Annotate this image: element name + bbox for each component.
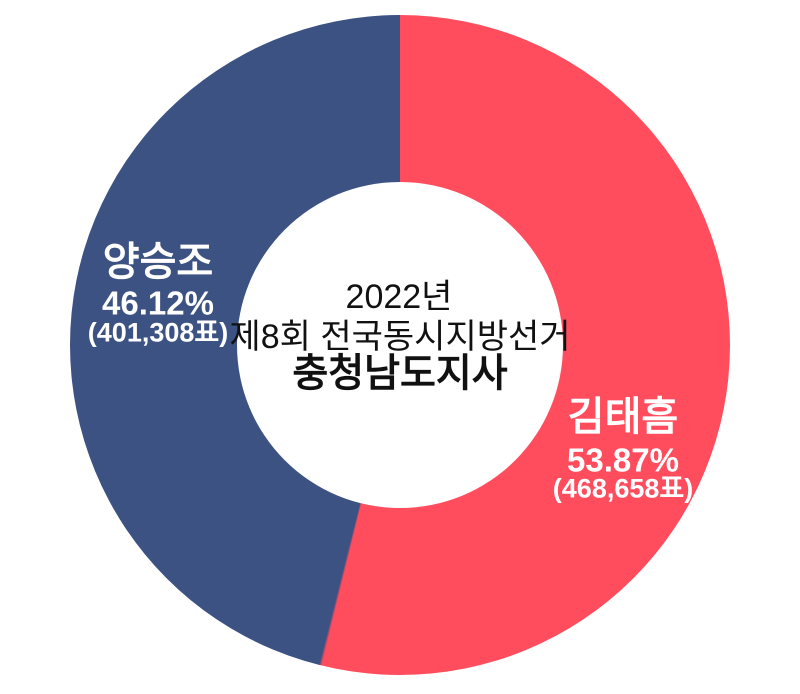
segment-label-yang-seung-jo-votes: (401,308표) [87,317,229,348]
segment-label-yang-seung-jo-name: 양승조 [102,240,214,284]
segment-label-kim-tae-heum-name: 김태흠 [567,395,679,439]
segment-label-kim-tae-heum-percent: 53.87% [567,441,679,479]
chart-title-election: 제8회 전국동시지방선거 [229,318,571,356]
segment-label-yang-seung-jo-percent: 46.12% [102,284,214,322]
chart-title-office: 충청남도지사 [292,352,508,396]
donut-hole [237,182,563,508]
chart-title-year: 2022년 [345,278,453,316]
segment-label-kim-tae-heum-votes: (468,658표) [552,473,694,504]
